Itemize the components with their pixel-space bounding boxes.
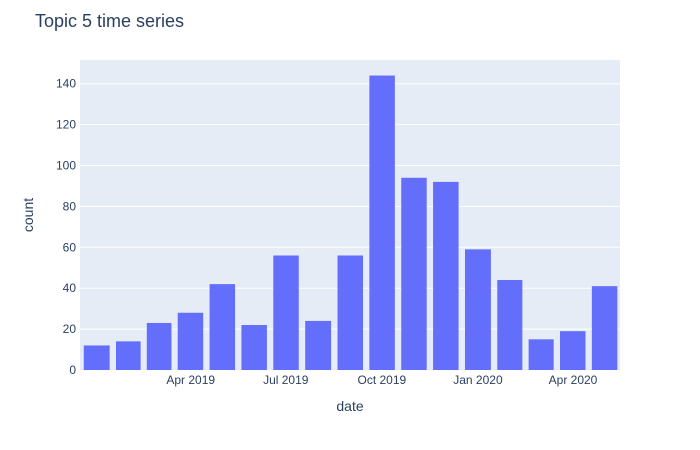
- bar-2019-05-01: [209, 284, 236, 370]
- x-tick-label: Apr 2020: [549, 373, 598, 387]
- y-tick-label: 80: [63, 199, 77, 213]
- y-tick-label: 0: [69, 363, 76, 377]
- bar-2019-07-01: [273, 255, 299, 370]
- y-axis-title: count: [20, 198, 36, 232]
- bar-2019-12-01: [433, 181, 459, 370]
- x-axis-ticks: Apr 2019 Jul 2019 Oct 2019 Jan 2020 Apr 2020: [166, 373, 597, 387]
- bar-2019-09-01: [337, 255, 364, 370]
- bar-2020-03-01: [528, 339, 554, 370]
- bar-2020-04-01: [559, 331, 586, 370]
- x-axis-title: date: [336, 398, 363, 414]
- y-tick-label: 20: [63, 322, 77, 336]
- y-tick-label: 140: [56, 77, 76, 91]
- x-tick-label: Jan 2020: [453, 373, 503, 387]
- bars: [83, 75, 618, 370]
- y-tick-label: 40: [63, 281, 77, 295]
- x-tick-label: Apr 2019: [166, 373, 215, 387]
- y-tick-label: 120: [56, 118, 76, 132]
- y-tick-label: 60: [63, 240, 77, 254]
- y-axis-ticks: 0 20 40 60 80 100 120 140: [56, 77, 76, 377]
- bar-2019-03-01: [146, 322, 172, 370]
- x-tick-label: Oct 2019: [358, 373, 407, 387]
- bar-2019-04-01: [177, 312, 204, 370]
- x-tick-label: Jul 2019: [263, 373, 309, 387]
- y-tick-label: 100: [56, 159, 76, 173]
- bar-2019-06-01: [241, 325, 267, 370]
- bar-2019-02-01: [115, 341, 141, 370]
- bar-2019-01-01: [83, 345, 110, 370]
- bar-2020-05-01: [591, 286, 618, 370]
- bar-2019-11-01: [401, 177, 427, 370]
- bar-2020-02-01: [497, 280, 523, 370]
- bar-2019-08-01: [305, 320, 332, 370]
- bar-2020-01-01: [464, 249, 491, 370]
- chart-title: Topic 5 time series: [35, 11, 185, 31]
- bar-2019-10-01: [369, 75, 395, 370]
